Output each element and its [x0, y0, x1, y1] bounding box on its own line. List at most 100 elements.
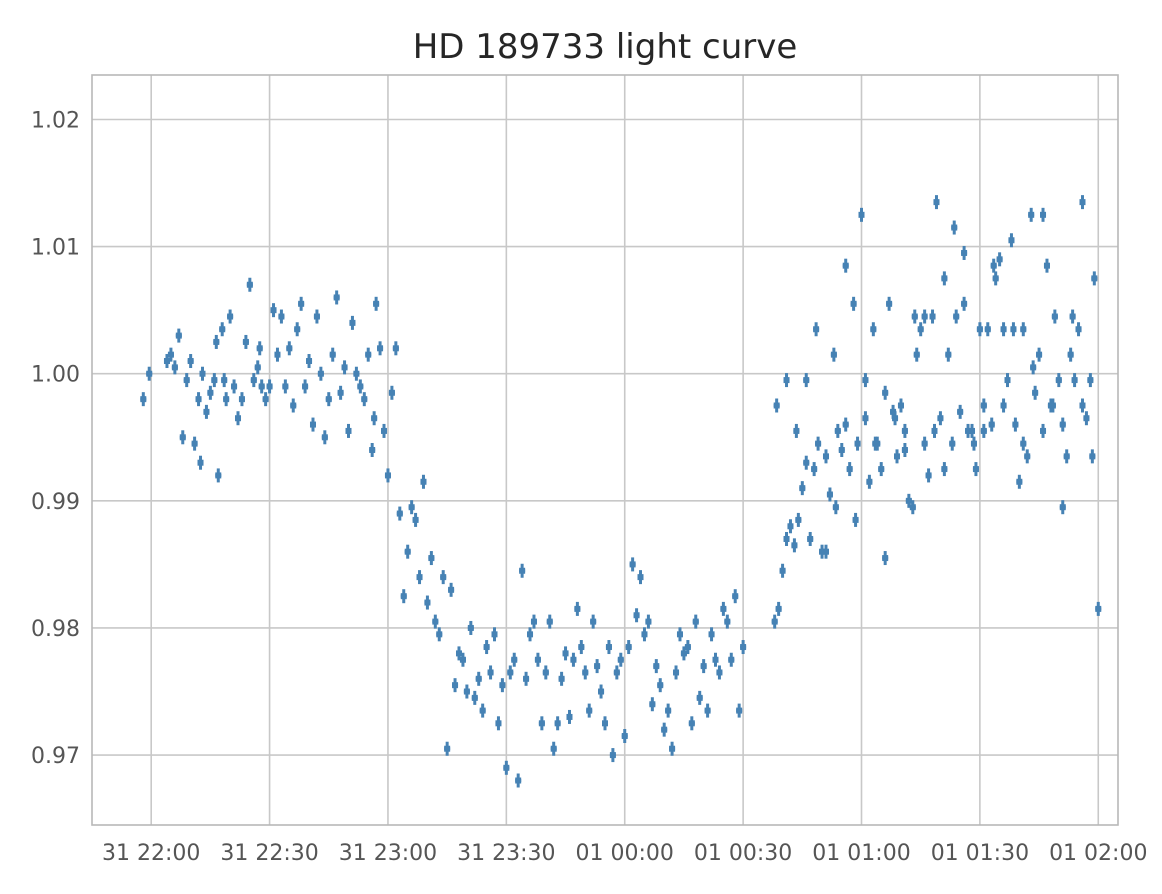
data-point	[436, 627, 443, 642]
data-point	[146, 366, 153, 381]
data-point	[736, 703, 743, 718]
x-tick-label: 31 23:00	[339, 841, 437, 866]
data-point	[258, 379, 265, 394]
plot-background	[92, 75, 1118, 825]
data-point	[980, 423, 987, 438]
data-point	[933, 195, 940, 210]
data-point	[980, 398, 987, 413]
data-point	[990, 258, 997, 273]
data-point	[546, 614, 553, 629]
data-point	[629, 557, 636, 572]
data-point	[574, 601, 581, 616]
data-point	[858, 207, 865, 222]
data-point	[925, 468, 932, 483]
data-point	[1051, 309, 1058, 324]
data-point	[361, 392, 368, 407]
data-point	[187, 354, 194, 369]
data-point	[578, 640, 585, 655]
data-point	[605, 640, 612, 655]
data-point	[834, 423, 841, 438]
data-point	[1063, 449, 1070, 464]
data-point	[740, 640, 747, 655]
y-tick-label: 1.02	[31, 108, 80, 133]
data-point	[1024, 449, 1031, 464]
data-point	[384, 468, 391, 483]
data-point	[388, 385, 395, 400]
data-point	[732, 589, 739, 604]
data-point	[373, 296, 380, 311]
data-point	[692, 614, 699, 629]
data-point	[970, 436, 977, 451]
data-point	[842, 417, 849, 432]
data-point	[227, 309, 234, 324]
data-point	[688, 716, 695, 731]
data-point	[633, 608, 640, 623]
data-point	[371, 411, 378, 426]
data-point	[1000, 322, 1007, 337]
data-point	[191, 436, 198, 451]
data-point	[167, 347, 174, 362]
data-point	[720, 601, 727, 616]
data-point	[467, 620, 474, 635]
data-point	[882, 385, 889, 400]
data-point	[523, 671, 530, 686]
data-point	[183, 373, 190, 388]
data-point	[321, 430, 328, 445]
data-point	[246, 277, 253, 292]
grid-y	[92, 118, 1118, 756]
data-point	[455, 646, 462, 661]
data-point	[349, 315, 356, 330]
data-point	[337, 385, 344, 400]
data-point	[1079, 195, 1086, 210]
data-point	[594, 659, 601, 674]
data-point	[704, 703, 711, 718]
data-point	[941, 271, 948, 286]
data-point	[1012, 417, 1019, 432]
data-point	[716, 665, 723, 680]
data-point	[661, 722, 668, 737]
data-point	[1008, 233, 1015, 248]
data-point	[294, 322, 301, 337]
data-point	[961, 296, 968, 311]
data-point	[534, 652, 541, 667]
data-point	[929, 309, 936, 324]
data-point	[369, 443, 376, 457]
data-point	[854, 436, 861, 451]
data-point	[775, 601, 782, 616]
data-point	[637, 570, 644, 585]
data-point	[892, 411, 899, 426]
data-point	[862, 411, 869, 426]
data-point	[211, 373, 218, 388]
data-point	[448, 582, 455, 597]
data-point	[724, 614, 731, 629]
data-point	[1055, 373, 1062, 388]
data-point	[479, 703, 486, 718]
data-point	[815, 436, 822, 451]
data-point	[803, 373, 810, 388]
data-point	[1091, 271, 1098, 286]
data-point	[1032, 385, 1039, 400]
data-point	[793, 423, 800, 438]
data-point	[1020, 322, 1027, 337]
data-point	[949, 436, 956, 451]
data-point	[175, 328, 182, 343]
y-tick-label: 1.00	[31, 363, 80, 388]
data-point	[852, 512, 859, 527]
data-point	[503, 760, 510, 775]
data-point	[1059, 500, 1066, 515]
data-point	[554, 716, 561, 731]
data-point	[1059, 417, 1066, 432]
data-point	[377, 341, 384, 356]
data-point	[530, 614, 537, 629]
data-point	[519, 563, 526, 578]
data-point	[432, 614, 439, 629]
grid-x	[150, 75, 1100, 825]
data-point	[911, 309, 918, 324]
data-point	[235, 411, 242, 426]
data-point	[842, 258, 849, 273]
data-point	[972, 462, 979, 477]
data-point	[219, 322, 226, 337]
data-point	[617, 652, 624, 667]
data-point	[250, 373, 257, 388]
data-point	[1087, 373, 1094, 388]
